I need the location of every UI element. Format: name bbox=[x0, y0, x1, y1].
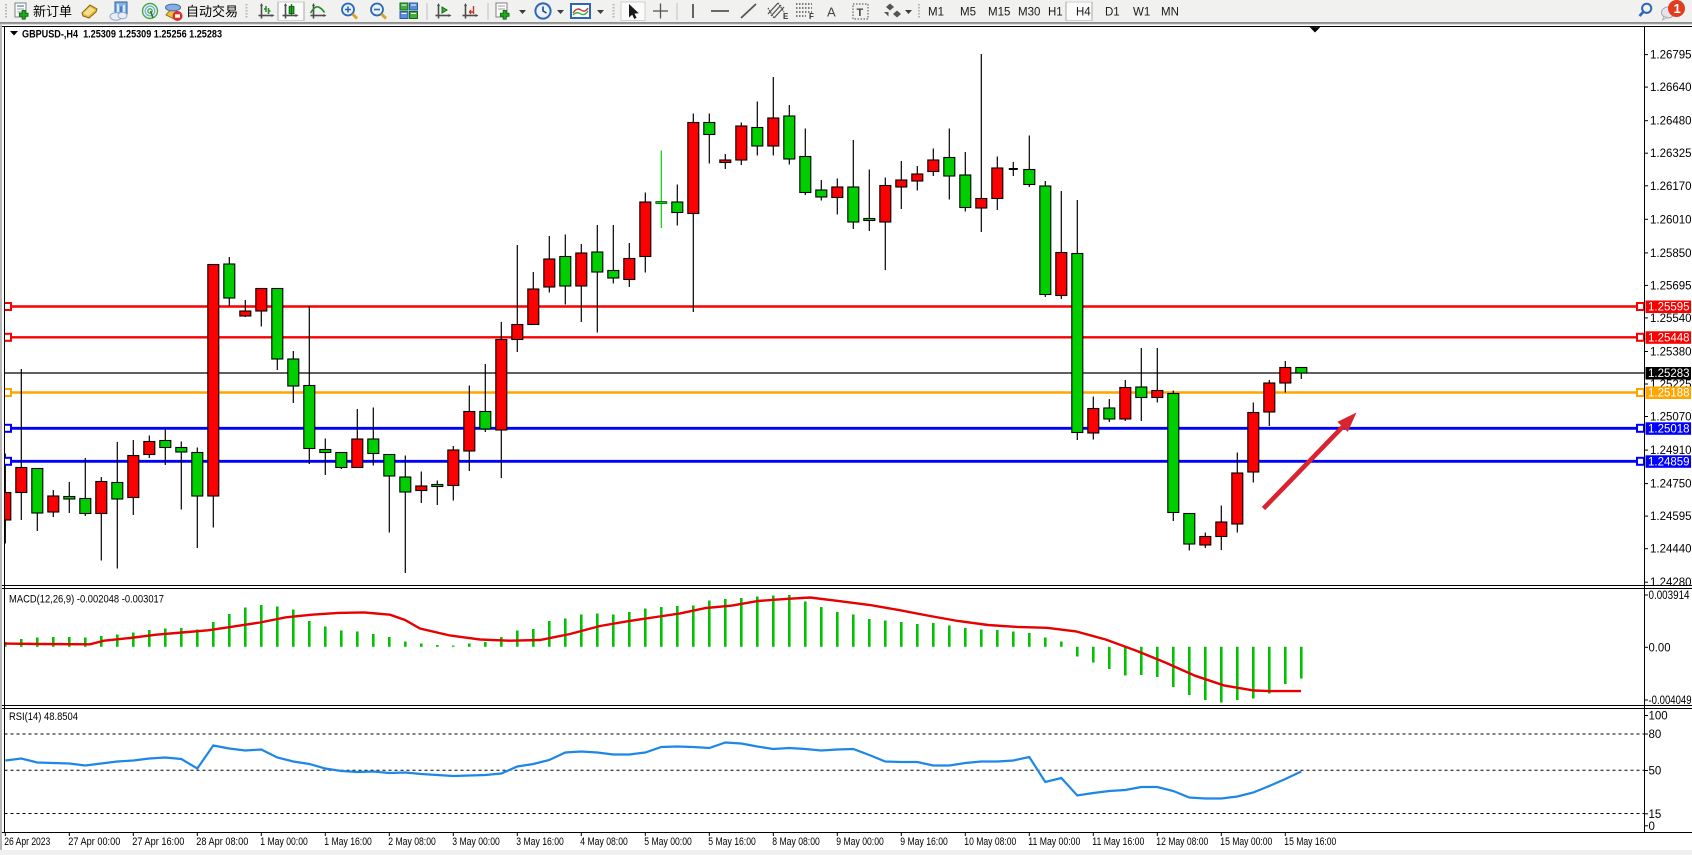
svg-text:4 May 08:00: 4 May 08:00 bbox=[580, 836, 628, 848]
svg-text:M1: M1 bbox=[928, 7, 944, 19]
svg-text:10 May 08:00: 10 May 08:00 bbox=[964, 836, 1016, 848]
svg-text:新订单: 新订单 bbox=[33, 4, 72, 19]
svg-text:28 Apr 08:00: 28 Apr 08:00 bbox=[196, 836, 248, 848]
svg-text:1.25540: 1.25540 bbox=[1650, 313, 1692, 325]
svg-text:1 May 16:00: 1 May 16:00 bbox=[324, 836, 372, 848]
svg-text:M30: M30 bbox=[1018, 7, 1040, 19]
svg-text:100: 100 bbox=[1649, 711, 1668, 723]
svg-text:T: T bbox=[857, 7, 864, 19]
svg-text:1.26010: 1.26010 bbox=[1650, 214, 1692, 226]
svg-text:12 May 08:00: 12 May 08:00 bbox=[1156, 836, 1208, 848]
svg-text:H1: H1 bbox=[1048, 7, 1063, 19]
svg-text:15: 15 bbox=[1649, 809, 1662, 821]
svg-text:3 May 16:00: 3 May 16:00 bbox=[516, 836, 564, 848]
svg-text:0.003914: 0.003914 bbox=[1649, 590, 1691, 602]
svg-text:0: 0 bbox=[1649, 821, 1655, 833]
svg-text:1.25850: 1.25850 bbox=[1650, 248, 1692, 260]
svg-text:RSI(14) 48.8504: RSI(14) 48.8504 bbox=[9, 711, 78, 723]
svg-text:1.26795: 1.26795 bbox=[1650, 50, 1692, 62]
svg-text:9 May 16:00: 9 May 16:00 bbox=[900, 836, 948, 848]
svg-text:A: A bbox=[827, 5, 836, 20]
svg-text:1.24750: 1.24750 bbox=[1650, 479, 1692, 491]
svg-text:1.24595: 1.24595 bbox=[1650, 511, 1692, 523]
svg-text:5 May 16:00: 5 May 16:00 bbox=[708, 836, 756, 848]
svg-text:2 May 08:00: 2 May 08:00 bbox=[388, 836, 436, 848]
svg-text:27 Apr 00:00: 27 Apr 00:00 bbox=[68, 836, 120, 848]
svg-text:1.24440: 1.24440 bbox=[1650, 544, 1692, 556]
svg-text:1.25595: 1.25595 bbox=[1648, 302, 1690, 314]
svg-text:9 May 00:00: 9 May 00:00 bbox=[836, 836, 884, 848]
svg-text:1.25695: 1.25695 bbox=[1650, 280, 1692, 292]
svg-text:-0.004049: -0.004049 bbox=[1649, 695, 1692, 707]
svg-text:1: 1 bbox=[1674, 1, 1681, 16]
svg-text:1.24859: 1.24859 bbox=[1648, 456, 1690, 468]
svg-text:8 May 08:00: 8 May 08:00 bbox=[772, 836, 820, 848]
svg-text:1.24910: 1.24910 bbox=[1650, 445, 1692, 457]
svg-text:H4: H4 bbox=[1076, 7, 1091, 19]
svg-text:3 May 00:00: 3 May 00:00 bbox=[452, 836, 500, 848]
svg-text:1.25380: 1.25380 bbox=[1650, 347, 1692, 359]
svg-text:1.25188: 1.25188 bbox=[1648, 388, 1690, 400]
svg-text:M15: M15 bbox=[988, 7, 1010, 19]
svg-text:1 May 00:00: 1 May 00:00 bbox=[260, 836, 308, 848]
svg-text:15 May 00:00: 15 May 00:00 bbox=[1220, 836, 1272, 848]
svg-text:W1: W1 bbox=[1133, 7, 1150, 19]
svg-text:80: 80 bbox=[1649, 729, 1662, 741]
svg-text:MACD(12,26,9) -0.002048 -0.003: MACD(12,26,9) -0.002048 -0.003017 bbox=[9, 594, 164, 606]
svg-text:50: 50 bbox=[1649, 766, 1662, 778]
svg-text:27 Apr 16:00: 27 Apr 16:00 bbox=[132, 836, 184, 848]
svg-text:15 May 16:00: 15 May 16:00 bbox=[1284, 836, 1336, 848]
svg-text:GBPUSD-,H4 1.25309 1.25309 1.: GBPUSD-,H4 1.25309 1.25309 1.25256 1.252… bbox=[22, 29, 222, 41]
svg-text:D1: D1 bbox=[1105, 7, 1120, 19]
svg-text:1.26170: 1.26170 bbox=[1650, 181, 1692, 193]
svg-text:1.26325: 1.26325 bbox=[1650, 148, 1692, 160]
svg-text:11 May 00:00: 11 May 00:00 bbox=[1028, 836, 1080, 848]
svg-text:26 Apr 2023: 26 Apr 2023 bbox=[4, 836, 50, 848]
svg-text:MN: MN bbox=[1161, 7, 1179, 19]
svg-text:1.25070: 1.25070 bbox=[1650, 412, 1692, 424]
svg-text:1.25448: 1.25448 bbox=[1648, 332, 1690, 344]
svg-text:1.25283: 1.25283 bbox=[1648, 368, 1690, 380]
svg-text:1.26640: 1.26640 bbox=[1650, 82, 1692, 94]
svg-text:1.26480: 1.26480 bbox=[1650, 116, 1692, 128]
svg-text:自动交易: 自动交易 bbox=[186, 4, 238, 19]
svg-text:11 May 16:00: 11 May 16:00 bbox=[1092, 836, 1144, 848]
svg-text:F: F bbox=[809, 12, 814, 21]
svg-text:E: E bbox=[783, 12, 789, 21]
svg-text:1.25018: 1.25018 bbox=[1648, 423, 1690, 435]
svg-text:1.24280: 1.24280 bbox=[1650, 577, 1692, 589]
svg-text:5 May 00:00: 5 May 00:00 bbox=[644, 836, 692, 848]
svg-text:0.00: 0.00 bbox=[1649, 642, 1671, 654]
svg-text:M5: M5 bbox=[960, 7, 976, 19]
